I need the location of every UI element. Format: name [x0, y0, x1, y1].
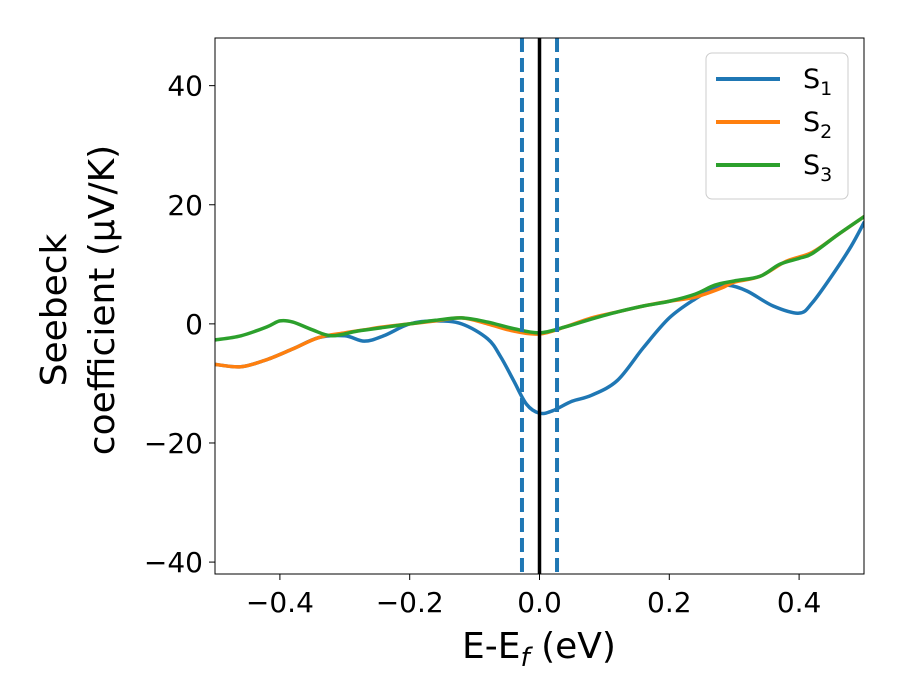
x-axis-label-unit: (eV): [530, 626, 616, 667]
legend-label-s3: S3: [803, 150, 832, 186]
x-tick-label: −0.2: [376, 586, 444, 619]
y-tick-label: 20: [167, 189, 203, 222]
y-tick-label: −40: [144, 546, 203, 579]
y-tick-label: 40: [167, 70, 203, 103]
x-axis-label-main: E-E: [462, 626, 520, 667]
y-axis-ticks: −40 −20 0 20 40: [144, 70, 215, 579]
y-axis-label-line1: Seebeck: [34, 233, 75, 386]
legend-frame: [705, 52, 849, 200]
vertical-lines: [519, 38, 560, 574]
x-axis-label: E-Ef (eV): [462, 626, 616, 673]
x-tick-label: 0.2: [647, 586, 692, 619]
x-axis-ticks: −0.4 −0.2 0.0 0.2 0.4: [246, 574, 821, 619]
y-tick-label: −20: [144, 427, 203, 460]
legend-label-s2: S2: [803, 107, 832, 143]
y-axis-label-line2: coefficient (μV/K): [82, 145, 123, 455]
legend: S1 S2 S3: [705, 52, 849, 200]
x-tick-label: −0.4: [246, 586, 314, 619]
legend-items: S1 S2 S3: [716, 64, 832, 186]
y-tick-label: 0: [185, 308, 203, 341]
series-line-s1: [215, 220, 864, 416]
x-tick-label: 0.0: [517, 586, 562, 619]
x-tick-label: 0.4: [777, 586, 822, 619]
legend-label-s1: S1: [803, 64, 832, 100]
